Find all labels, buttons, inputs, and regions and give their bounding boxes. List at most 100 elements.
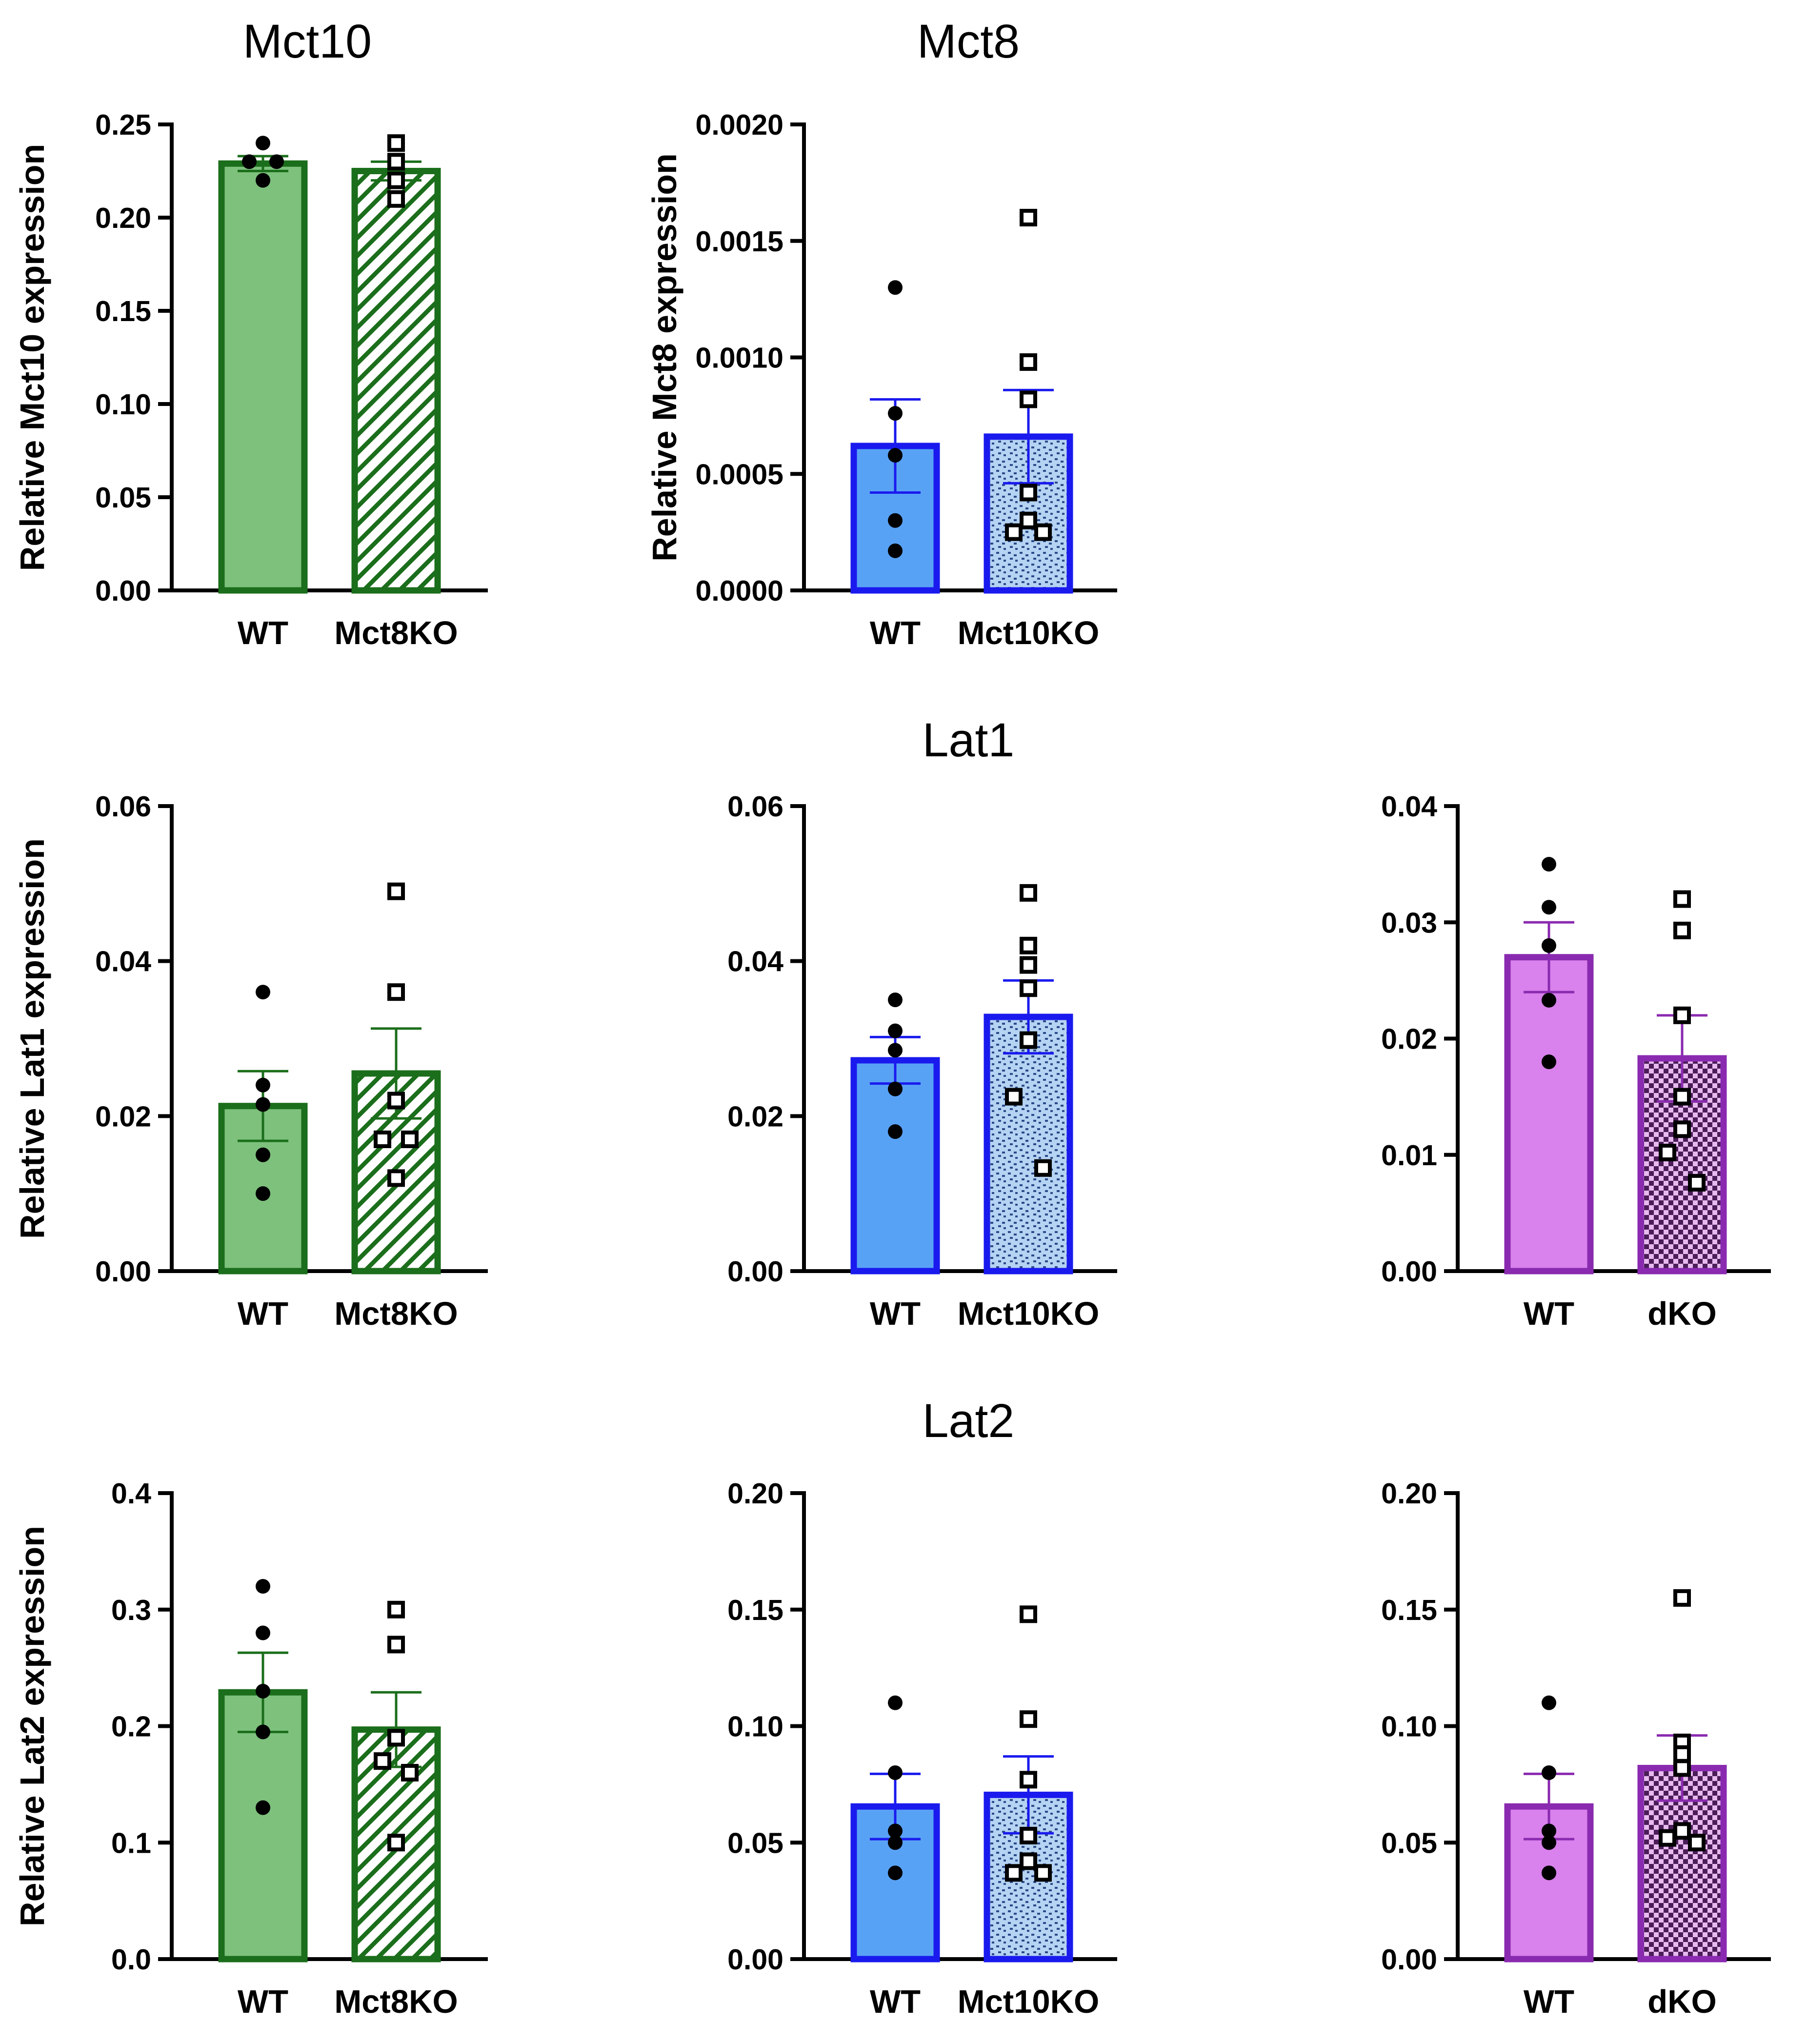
data-point-wt (888, 513, 903, 528)
data-point-ko (1020, 511, 1037, 529)
data-point-wt (242, 154, 257, 169)
y-tick-label: 0.0000 (696, 575, 783, 607)
bar-ko (1637, 1055, 1727, 1275)
x-category-label: Mct10KO (958, 615, 1099, 651)
data-point-ko (1659, 1829, 1676, 1847)
data-point-wt (256, 1683, 270, 1699)
data-point-ko (1673, 1088, 1691, 1106)
x-category-label: Mct8KO (334, 1983, 458, 2020)
data-point-wt (256, 1097, 270, 1112)
data-point-ko (387, 190, 405, 208)
title-mct8: Mct8 (917, 15, 1020, 68)
bar-ko (351, 168, 441, 594)
data-point-wt (256, 173, 270, 188)
y-tick-label: 0.02 (95, 1100, 151, 1133)
data-point-ko (1673, 1589, 1691, 1607)
y-tick-label: 0.04 (1381, 790, 1437, 823)
title-lat1: Lat1 (923, 713, 1015, 767)
data-point-wt (888, 1823, 903, 1839)
data-point-wt (1542, 1835, 1556, 1850)
chart-lat2-dko: 0.00 0.05 0.10 0.15 0.20 WT dKO (1381, 1477, 1771, 2020)
data-point-ko (387, 1729, 405, 1747)
data-point-ko (1020, 484, 1037, 502)
y-tick-label: 0.20 (727, 1477, 783, 1510)
y-tick-label: 0.0 (111, 1943, 151, 1976)
data-point-ko (1020, 353, 1037, 371)
data-point-ko (401, 1764, 419, 1781)
x-category-label: Mct8KO (334, 1295, 458, 1332)
y-axis-label: Relative Mct8 expression (645, 153, 683, 561)
data-point-wt (888, 1695, 903, 1710)
data-point-ko (387, 1834, 405, 1852)
y-tick-label: 0.20 (1381, 1477, 1437, 1510)
data-point-ko (1673, 1006, 1691, 1024)
y-tick-label: 0.05 (95, 482, 151, 514)
y-axis-label: Relative Lat2 expression (13, 1526, 51, 1926)
data-point-ko (1688, 1834, 1706, 1852)
x-category-label: WT (238, 1295, 288, 1332)
data-point-wt (256, 985, 270, 1000)
data-point-wt (888, 1865, 903, 1881)
bar-wt (218, 160, 308, 594)
y-tick-label: 0.0015 (696, 225, 783, 258)
y-tick-label: 0.20 (95, 202, 151, 234)
y-tick-label: 0.3 (111, 1594, 151, 1626)
data-point-ko (1020, 1826, 1037, 1844)
y-tick-label: 0.05 (727, 1827, 783, 1859)
data-point-wt (256, 1724, 270, 1740)
data-point-wt (1542, 1823, 1556, 1839)
y-tick-label: 0.01 (1381, 1139, 1437, 1172)
data-point-wt (888, 543, 903, 558)
data-point-wt (1542, 857, 1556, 872)
y-tick-label: 0.15 (95, 295, 151, 327)
data-point-ko (387, 1600, 405, 1619)
data-point-wt (269, 154, 284, 169)
data-point-wt (888, 1765, 903, 1780)
x-category-label: Mct10KO (958, 1295, 1099, 1332)
data-point-wt (888, 1081, 903, 1096)
data-point-wt (1542, 1865, 1556, 1881)
data-point-ko (1020, 1031, 1037, 1049)
y-tick-label: 0.05 (1381, 1827, 1437, 1859)
data-point-ko (1673, 921, 1691, 939)
y-tick-label: 0.10 (1381, 1711, 1437, 1743)
x-category-label: Mct10KO (958, 1983, 1099, 2020)
data-point-ko (387, 153, 405, 171)
data-point-wt (256, 1625, 270, 1640)
y-tick-label: 0.06 (95, 790, 151, 823)
y-tick-label: 0.00 (727, 1943, 783, 1976)
y-tick-label: 0.02 (727, 1100, 783, 1133)
data-point-wt (888, 1023, 903, 1038)
data-point-ko (387, 983, 405, 1001)
data-point-ko (1673, 1120, 1691, 1138)
data-point-wt (1542, 1054, 1556, 1070)
data-point-ko (1020, 979, 1037, 997)
data-point-ko (1020, 1771, 1037, 1789)
data-point-ko (1020, 1710, 1037, 1728)
data-point-wt (1542, 900, 1556, 915)
data-point-ko (387, 1169, 405, 1187)
y-tick-label: 0.04 (727, 946, 783, 978)
data-point-wt (888, 992, 903, 1008)
x-category-label: WT (238, 615, 288, 651)
data-point-ko (387, 134, 405, 152)
y-tick-label: 0.04 (95, 946, 151, 978)
x-category-label: WT (238, 1983, 288, 2020)
y-tick-label: 0.00 (95, 1255, 151, 1288)
title-mct10: Mct10 (243, 15, 372, 68)
bar-wt (1504, 954, 1594, 1275)
data-point-ko (1020, 1852, 1037, 1870)
data-point-ko (1034, 1864, 1052, 1882)
y-tick-label: 0.15 (727, 1594, 783, 1626)
y-tick-label: 0.00 (1381, 1255, 1437, 1288)
y-tick-label: 0.0005 (696, 458, 783, 490)
y-tick-label: 0.0010 (696, 342, 783, 374)
x-category-label: Mct8KO (334, 615, 458, 651)
y-tick-label: 0.00 (727, 1255, 783, 1288)
x-category-label: WT (870, 615, 921, 651)
data-point-ko (1005, 1864, 1023, 1882)
y-tick-label: 0.00 (1381, 1943, 1437, 1976)
x-category-label: WT (1524, 1983, 1574, 2020)
data-point-ko (1034, 1159, 1052, 1177)
